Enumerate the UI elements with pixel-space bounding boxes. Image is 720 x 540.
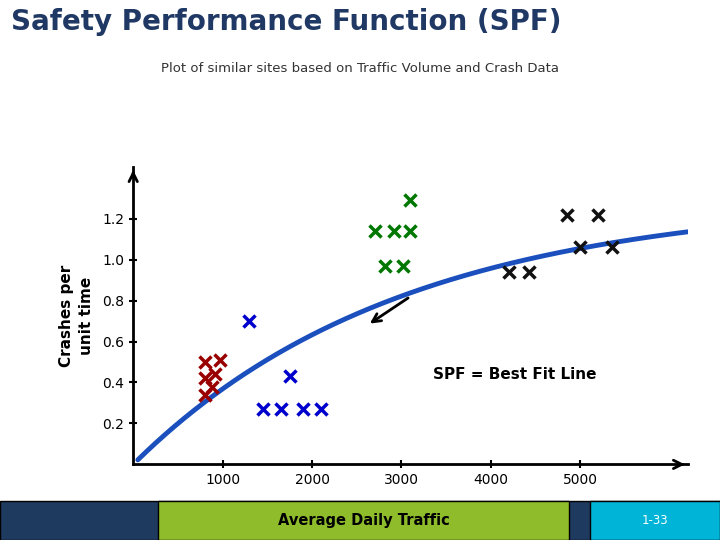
Text: Average Daily Traffic: Average Daily Traffic: [278, 513, 449, 528]
Text: Safety Performance Function (SPF): Safety Performance Function (SPF): [11, 8, 562, 36]
Text: Plot of similar sites based on Traffic Volume and Crash Data: Plot of similar sites based on Traffic V…: [161, 62, 559, 75]
Text: 1-33: 1-33: [642, 514, 668, 527]
Y-axis label: Crashes per
unit time: Crashes per unit time: [59, 265, 94, 367]
Text: SPF = Best Fit Line: SPF = Best Fit Line: [433, 367, 596, 382]
